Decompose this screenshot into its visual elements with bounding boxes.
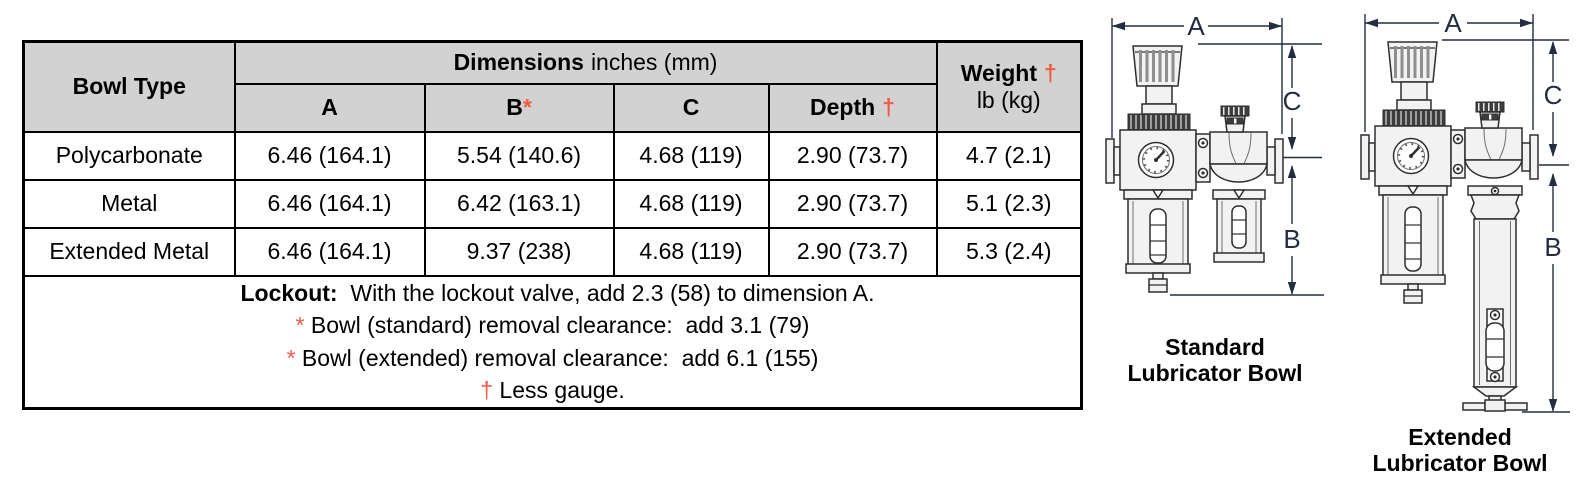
cell-c: 4.68 (119) — [612, 226, 770, 277]
extended-bowl-collar — [1469, 194, 1521, 220]
drain-fitting — [1152, 272, 1164, 280]
cell-a: 6.46 (164.1) — [233, 226, 426, 277]
standard-lubricator-drawing: A C B — [1105, 11, 1324, 296]
cell-depth: 2.90 (73.7) — [767, 130, 938, 181]
frl-unit — [1360, 41, 1539, 412]
lockout-text: With the lockout valve, add 2.3 (58) to … — [337, 279, 875, 306]
depth-dagger: † — [882, 94, 895, 120]
filler-cap — [1475, 101, 1505, 113]
note-lockout: Lockout: With the lockout valve, add 2.3… — [35, 277, 1080, 310]
cell-a: 6.46 (164.1) — [233, 130, 426, 181]
dim-label-c: C — [1544, 80, 1563, 110]
lockout-label: Lockout: — [240, 279, 338, 306]
header-row-1: Bowl Type Dimensions inches (mm) Weight † … — [22, 40, 1083, 133]
drain-wing — [1504, 402, 1528, 411]
asterisk-mark: * — [295, 312, 305, 338]
cell-b: 5.54 (140.6) — [423, 130, 615, 181]
weight-units: lb (kg) — [976, 86, 1041, 113]
dagger-mark: † — [480, 377, 494, 403]
cell-c: 4.68 (119) — [612, 130, 770, 181]
lubricator-body — [1464, 127, 1523, 161]
cell-weight: 5.1 (2.3) — [935, 178, 1083, 229]
notes-row: Lockout: With the lockout valve, add 2.3… — [22, 274, 1083, 409]
note-text: Less gauge. — [493, 377, 625, 403]
note-text: Bowl (standard) removal clearance: add 3… — [304, 312, 810, 338]
right-port-flange — [1529, 134, 1539, 180]
b-label: B — [506, 94, 523, 120]
dimensions-bold: Dimensions — [453, 49, 584, 76]
cell-b: 9.37 (238) — [423, 226, 615, 277]
dim-label-b: B — [1544, 232, 1561, 262]
caption-line: Lubricator Bowl — [1127, 360, 1303, 386]
dimensions-table: Bowl Type Dimensions inches (mm) Weight † … — [22, 40, 1084, 410]
col-header-bowl-type: Bowl Type — [22, 40, 236, 133]
caption-line: Standard — [1165, 334, 1265, 360]
extended-lubricator-drawing: A C B — [1360, 8, 1570, 413]
cell-bowl-type: Metal — [22, 178, 236, 229]
asterisk-mark: * — [286, 344, 296, 371]
standard-drawing-caption: Standard Lubricator Bowl — [1100, 334, 1330, 386]
note-less-gauge: † Less gauge. — [25, 374, 1080, 407]
cell-weight: 5.3 (2.4) — [935, 226, 1083, 277]
weight-dagger: † — [1043, 59, 1057, 86]
drain-nut — [1484, 399, 1506, 412]
caption-line: Lubricator Bowl — [1372, 450, 1548, 476]
filter-sight-window — [1404, 206, 1422, 272]
col-header-c: C — [612, 82, 770, 133]
frl-unit — [1105, 45, 1284, 293]
cell-b: 6.42 (163.1) — [423, 178, 615, 229]
left-port-flange — [1360, 134, 1370, 180]
b-asterisk: * — [522, 94, 532, 120]
regulator-knob — [1132, 45, 1183, 87]
cell-bowl-type: Polycarbonate — [22, 130, 236, 181]
table-notes: Lockout: With the lockout valve, add 2.3… — [22, 274, 1083, 409]
lubricator-sight-window — [1231, 205, 1247, 249]
cell-weight: 4.7 (2.1) — [935, 130, 1083, 181]
lubricator-dome — [1464, 159, 1523, 179]
col-header-b: B* — [423, 82, 615, 133]
cell-depth: 2.90 (73.7) — [767, 178, 938, 229]
dimension-lines: A C B — [1111, 11, 1324, 296]
table-row: Metal 6.46 (164.1) 6.42 (163.1) 4.68 (11… — [22, 178, 1083, 229]
right-port-flange — [1274, 138, 1284, 184]
col-header-depth: Depth † — [767, 82, 938, 133]
col-header-a: A — [233, 82, 426, 133]
header-row-2: A B* C Depth † — [24, 82, 1082, 133]
drain-wing — [1462, 402, 1486, 411]
dim-label-a: A — [1187, 11, 1205, 41]
cell-a: 6.46 (164.1) — [233, 178, 426, 229]
bowl-bottom-taper — [1471, 386, 1519, 397]
left-port-flange — [1105, 138, 1115, 184]
filter-sight-window — [1149, 208, 1167, 264]
cell-depth: 2.90 (73.7) — [767, 226, 938, 277]
lubricator-body — [1209, 131, 1268, 165]
extended-drawing-caption: Extended Lubricator Bowl — [1338, 424, 1582, 476]
cell-c: 4.68 (119) — [612, 178, 770, 229]
caption-line: Extended — [1408, 424, 1512, 450]
col-header-weight: Weight † lb (kg) — [935, 40, 1083, 133]
dimensions-units: inches (mm) — [590, 49, 718, 76]
drain-fitting — [1407, 283, 1419, 291]
regulator-knob — [1387, 41, 1438, 83]
cell-bowl-type: Extended Metal — [22, 226, 236, 277]
dim-label-b: B — [1283, 224, 1300, 254]
weight-label: Weight — [960, 59, 1037, 86]
depth-label: Depth — [810, 94, 876, 120]
table-row: Polycarbonate 6.46 (164.1) 5.54 (140.6) … — [22, 130, 1083, 181]
col-header-dimensions: Dimensions inches (mm) — [233, 40, 938, 85]
note-text: Bowl (extended) removal clearance: add 6… — [295, 344, 819, 371]
lubricator-dome — [1209, 163, 1268, 183]
filler-cap — [1220, 105, 1250, 117]
note-extended-clearance: * Bowl (extended) removal clearance: add… — [25, 342, 1080, 375]
dim-label-a: A — [1444, 8, 1462, 38]
dimension-lines: A C B — [1364, 8, 1570, 413]
table-row: Extended Metal 6.46 (164.1) 9.37 (238) 4… — [22, 226, 1083, 277]
note-standard-clearance: * Bowl (standard) removal clearance: add… — [25, 309, 1080, 342]
extended-sight-window — [1485, 322, 1505, 372]
dim-label-c: C — [1283, 86, 1302, 116]
